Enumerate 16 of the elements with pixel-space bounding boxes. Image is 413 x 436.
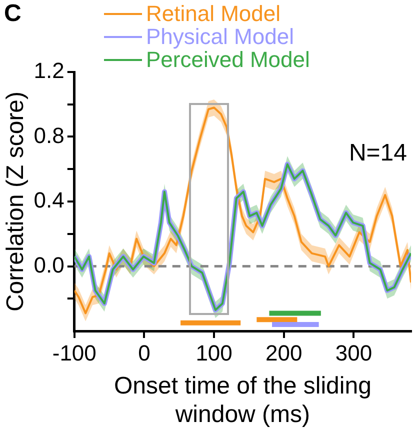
y-axis-title: Correlation (Z score) [2, 91, 30, 312]
x-tick-label: 300 [335, 340, 372, 366]
legend-label: Retinal Model [146, 1, 281, 26]
chart-title: C [4, 0, 22, 28]
x-tick-label: 0 [138, 340, 150, 366]
x-tick-label: -100 [52, 340, 96, 366]
legend-label: Perceived Model [146, 47, 310, 72]
y-tick-label: 0.0 [34, 252, 64, 278]
y-tick-label: 0.8 [34, 122, 64, 148]
x-tick-label: 100 [196, 340, 232, 366]
y-tick-label: 1.2 [34, 58, 64, 84]
x-axis-title: Onset time of the sliding window (ms) [114, 372, 372, 428]
annotation: N=14 [348, 140, 407, 167]
legend-label: Physical Model [146, 24, 294, 49]
x-tick-label: 200 [266, 340, 302, 366]
y-tick-label: 0.4 [34, 188, 64, 213]
